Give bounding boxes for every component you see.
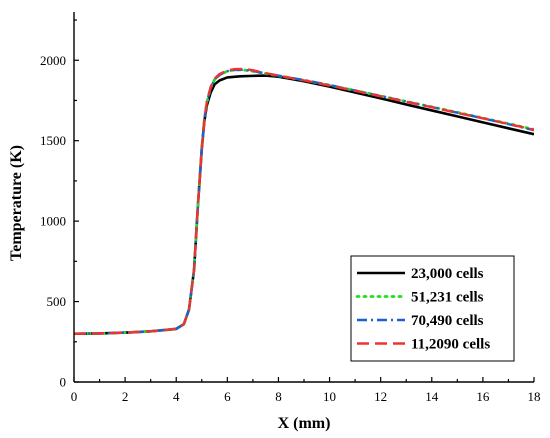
x-tick-label: 18 bbox=[528, 389, 541, 404]
x-tick-label: 8 bbox=[275, 389, 282, 404]
legend-label-3: 70,490 cells bbox=[411, 313, 484, 329]
y-tick-label: 2000 bbox=[40, 53, 66, 68]
legend-label-2: 51,231 cells bbox=[411, 290, 484, 306]
x-axis-label: X (mm) bbox=[278, 415, 331, 432]
x-tick-label: 2 bbox=[122, 389, 129, 404]
x-tick-label: 0 bbox=[71, 389, 78, 404]
legend-label-1: 23,000 cells bbox=[411, 266, 484, 282]
x-tick-label: 10 bbox=[323, 389, 336, 404]
y-tick-label: 0 bbox=[60, 375, 67, 390]
legend-label-4: 11,2090 cells bbox=[411, 337, 490, 353]
x-tick-label: 4 bbox=[173, 389, 180, 404]
x-tick-label: 6 bbox=[224, 389, 231, 404]
x-tick-label: 12 bbox=[374, 389, 387, 404]
y-axis-label: Temperature (K) bbox=[8, 145, 25, 261]
legend: 23,000 cells 51,231 cells 70,490 cells 11,2… bbox=[350, 255, 515, 362]
x-tick-label: 14 bbox=[425, 389, 439, 404]
plot-lines bbox=[74, 67, 534, 336]
x-tick-label: 16 bbox=[476, 389, 490, 404]
axes: 0 2 4 6 8 10 12 14 16 18 0 500 1000 1500 2000 bbox=[40, 12, 541, 404]
series-line-4 bbox=[74, 67, 534, 335]
series-line-3 bbox=[74, 68, 534, 335]
y-tick-label: 1000 bbox=[40, 214, 66, 229]
y-tick-label: 500 bbox=[47, 294, 67, 309]
y-tick-label: 1500 bbox=[40, 133, 66, 148]
